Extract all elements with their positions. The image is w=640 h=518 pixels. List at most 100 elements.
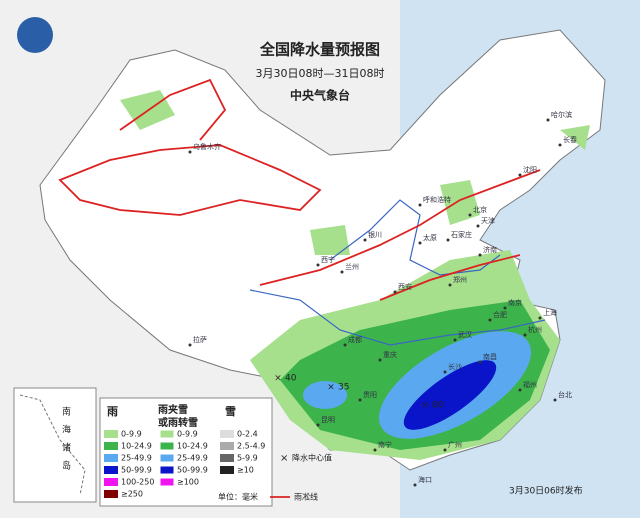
legend-swatch — [220, 466, 234, 474]
legend-label: 25-49.9 — [177, 454, 208, 463]
rivers — [249, 199, 546, 346]
city-dot — [468, 213, 472, 217]
city-label: 重庆 — [383, 350, 397, 359]
city-label: 沈阳 — [523, 165, 537, 174]
city-dot — [488, 318, 492, 322]
city-dot — [340, 270, 344, 274]
legend-label: 50-99.9 — [121, 466, 152, 475]
city-dot — [443, 370, 447, 374]
city-label: 福州 — [523, 380, 537, 389]
legend-swatch — [104, 478, 118, 486]
legend-center-mark: × — [280, 453, 288, 464]
center-value: 40 — [285, 374, 297, 384]
city-dot — [518, 173, 522, 177]
city-label: 北京 — [473, 205, 487, 214]
legend-label: 100-250 — [121, 478, 154, 487]
city-dot — [476, 224, 480, 228]
legend-frame — [99, 397, 273, 507]
legend-label: 降水中心值 — [292, 453, 332, 463]
city-dot — [453, 338, 457, 342]
subtitle: 3月30日08时—31日08时 — [256, 67, 385, 80]
city-label: 石家庄 — [451, 230, 472, 239]
inset-label: 诸 — [62, 443, 71, 454]
city-label: 兰州 — [345, 262, 359, 271]
legend-label: 50-99.9 — [177, 466, 208, 475]
city-dot — [343, 343, 347, 347]
legend-swatch — [220, 430, 234, 438]
city-dot — [448, 283, 452, 287]
city-dot — [188, 343, 192, 347]
city-label: 贵阳 — [363, 390, 377, 399]
city-dot — [316, 263, 320, 267]
legend-swatch — [159, 453, 175, 463]
city-label: 昆明 — [321, 416, 335, 424]
city-label: 拉萨 — [193, 335, 207, 344]
issued: 3月30日06时发布 — [509, 485, 583, 497]
legend-label: 10-24.9 — [121, 442, 152, 451]
city-dot — [518, 388, 522, 392]
legend-heading: 或雨转雪 — [158, 416, 198, 429]
city-label: 长春 — [563, 135, 577, 144]
city-label: 合肥 — [493, 310, 507, 319]
legend-swatch — [159, 465, 175, 475]
issuer: 中央气象台 — [290, 88, 350, 103]
legend-label: ≥100 — [177, 478, 199, 487]
city-label: 南宁 — [378, 440, 392, 449]
city-label: 太原 — [423, 233, 437, 242]
legend-swatch — [104, 430, 118, 438]
city-label: 乌鲁木齐 — [193, 142, 221, 151]
city-dot — [523, 333, 527, 337]
city-label: 天津 — [481, 217, 495, 225]
city-dot — [553, 398, 557, 402]
title: 全国降水量预报图 — [259, 41, 380, 59]
legend-heading: 雨 — [107, 405, 118, 418]
legend-label: 0-9.9 — [121, 430, 142, 439]
city-dot — [393, 290, 397, 294]
inset-label: 海 — [62, 424, 71, 436]
city-dot — [418, 241, 422, 245]
legend-heading: 雨夹雪 — [158, 403, 188, 416]
city-label: 上海 — [543, 308, 557, 317]
center-mark: × — [421, 401, 429, 411]
city-dot — [358, 398, 362, 402]
legend-label: 单位：毫米 — [218, 492, 258, 502]
center-mark: × — [274, 374, 282, 384]
legend-label: 0-2.4 — [237, 430, 258, 439]
city-dot — [446, 238, 450, 242]
city-dot — [418, 203, 422, 207]
city-label: 长沙 — [448, 362, 462, 371]
logo — [17, 17, 53, 53]
inset-boundary — [19, 394, 86, 496]
city-dot — [373, 448, 377, 452]
rain-area — [120, 90, 590, 255]
rain-area — [303, 381, 347, 409]
city-dot — [378, 358, 382, 362]
legend-label: ≥10 — [237, 466, 254, 475]
legend-swatch — [104, 442, 118, 450]
city-label: 西安 — [398, 282, 412, 291]
city-label: 成都 — [348, 335, 362, 344]
legend-label: 雨凇线 — [294, 492, 318, 502]
city-label: 武汉 — [458, 330, 472, 339]
city-label: 银川 — [368, 230, 382, 239]
city-label: 台北 — [558, 390, 572, 399]
legend-label: 2.5-4.9 — [237, 442, 265, 451]
inset-label: 岛 — [62, 460, 71, 472]
city-label: 西宁 — [321, 255, 335, 264]
city-dot — [558, 143, 562, 147]
city-label: 郑州 — [453, 276, 467, 284]
legend-swatch — [104, 466, 118, 474]
city-label: 哈尔滨 — [551, 110, 572, 119]
city-label: 南昌 — [483, 352, 497, 361]
legend-swatch — [159, 429, 175, 439]
center-value: 35 — [338, 383, 349, 393]
rain-area — [403, 360, 497, 430]
city-label: 海口 — [418, 475, 432, 484]
city-dot — [546, 118, 550, 122]
city-label: 广州 — [448, 440, 462, 449]
inset-frame — [13, 387, 97, 503]
inset-label: 南 — [62, 406, 71, 418]
legend-label: 10-24.9 — [177, 442, 208, 451]
legend-label: 5-9.9 — [237, 454, 258, 463]
center-mark: × — [327, 383, 335, 393]
